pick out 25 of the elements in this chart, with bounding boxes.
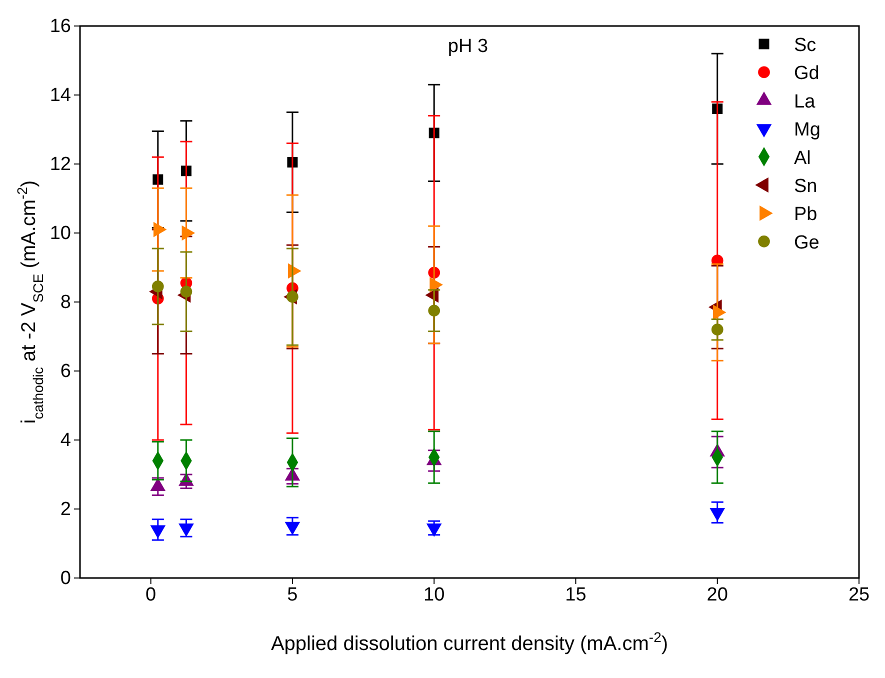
y-tick-label: 12 bbox=[50, 154, 71, 176]
y-tick-label: 10 bbox=[50, 223, 71, 244]
legend-label: Gd bbox=[794, 63, 820, 84]
x-tick-label: 15 bbox=[565, 584, 586, 606]
y-tick-label: 8 bbox=[60, 292, 71, 314]
legend-label: Ge bbox=[794, 232, 820, 254]
legend-label: Sc bbox=[794, 35, 816, 56]
annotation: pH 3 bbox=[448, 36, 488, 57]
y-tick-label: 14 bbox=[50, 85, 72, 106]
y-tick-label: 6 bbox=[60, 361, 71, 382]
x-tick-label: 20 bbox=[706, 584, 728, 606]
legend-label: Pb bbox=[794, 204, 818, 226]
legend-label: Mg bbox=[794, 120, 820, 141]
legend-label: Al bbox=[794, 148, 811, 169]
legend-label: Sn bbox=[794, 176, 818, 197]
legend-label: La bbox=[794, 91, 816, 112]
x-tick-label: 0 bbox=[146, 584, 156, 606]
y-tick-label: 16 bbox=[50, 16, 71, 38]
x-tick-label: 5 bbox=[287, 584, 298, 606]
y-tick-label: 4 bbox=[60, 430, 72, 452]
x-tick-label: 25 bbox=[848, 584, 870, 606]
y-tick-label: 2 bbox=[60, 499, 71, 520]
x-axis-title: Applied dissolution current density (mA.cm$^{-2}$) bbox=[270, 629, 668, 655]
x-tick-label: 10 bbox=[424, 584, 445, 606]
y-tick-label: 0 bbox=[60, 568, 71, 590]
